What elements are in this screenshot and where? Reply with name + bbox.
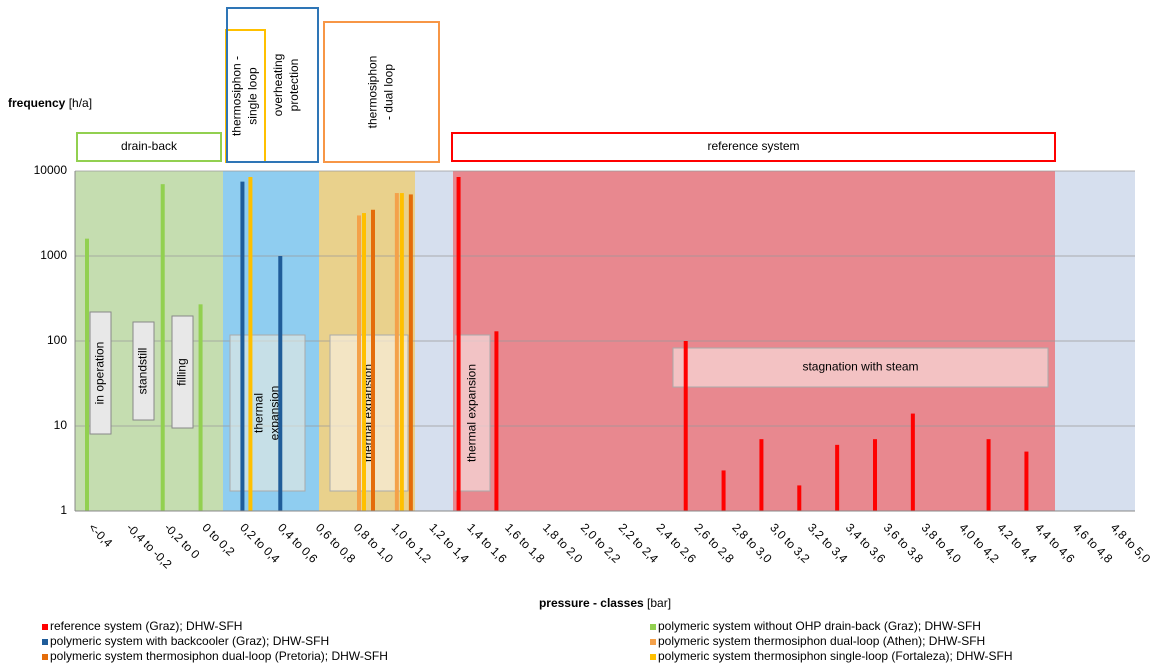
annotation-box <box>132 321 155 421</box>
annotation-box <box>76 132 222 162</box>
bar <box>408 194 413 511</box>
legend-swatch <box>42 654 48 660</box>
x-tick-label: 1,0 to 1,2 <box>389 520 435 566</box>
x-tick-label: 0,4 to 0,6 <box>275 520 321 566</box>
annotation-text: expansion <box>268 386 282 441</box>
legend-swatch <box>42 639 48 645</box>
bar <box>362 213 366 511</box>
bar <box>160 184 165 511</box>
bar <box>240 181 245 511</box>
annotation-box <box>89 311 112 435</box>
bar <box>85 238 89 512</box>
legend-label: polymeric system with backcooler (Graz);… <box>50 634 329 648</box>
y-tick-label: 100 <box>47 333 67 347</box>
annotations: drain-back thermosiphon - single loop overh… <box>76 7 1056 492</box>
bar <box>371 209 375 511</box>
legend-swatch <box>650 639 656 645</box>
bar <box>759 439 764 511</box>
annotation-text: thermosiphon - <box>230 56 244 136</box>
x-tick-label: 0 to 0,2 <box>199 520 237 558</box>
bar <box>797 485 802 511</box>
annotation-text: overheating <box>271 54 285 117</box>
bar <box>394 193 399 512</box>
y-tick-label: 1000 <box>40 248 67 262</box>
x-tick-label: 2,0 to 2,2 <box>578 520 624 566</box>
legend-swatch <box>650 624 656 630</box>
x-tick-label: 2,8 to 3,0 <box>729 520 775 566</box>
y-tick-label: 10 <box>54 418 68 432</box>
annotation-text: thermal <box>252 393 266 433</box>
legend-swatch <box>42 624 48 630</box>
annotation-box <box>672 347 1049 388</box>
legend-label: polymeric system thermosiphon dual-loop … <box>50 649 388 663</box>
annotation-text: single loop <box>246 67 260 125</box>
x-tick-label: 0,6 to 0,8 <box>313 520 359 566</box>
x-tick-label: 0,8 to 1,0 <box>351 520 397 566</box>
bar <box>248 176 253 511</box>
annotation-text: reference system <box>707 139 799 153</box>
annotation-text: filling <box>175 358 189 385</box>
x-tick-label: 1,4 to 1,6 <box>464 520 510 566</box>
bar <box>910 413 915 511</box>
annotation-text: protection <box>287 59 301 112</box>
annotation-box <box>226 7 319 163</box>
y-tick-label: 10000 <box>34 163 68 177</box>
bar <box>357 215 361 511</box>
annotation-box <box>171 315 194 429</box>
x-tick-label: 4,4 to 4,6 <box>1032 520 1078 566</box>
bar <box>456 176 461 511</box>
bar <box>399 193 404 512</box>
bar <box>986 439 991 511</box>
legend-label: polymeric system thermosiphon dual-loop … <box>658 634 985 648</box>
annotation-text: in operation <box>93 342 107 405</box>
annotation-text: drain-back <box>121 139 178 153</box>
legend-swatch <box>650 654 656 660</box>
bar <box>835 444 840 511</box>
x-tick-label: 2,2 to 2,4 <box>616 520 662 566</box>
legend-label: polymeric system without OHP drain-back … <box>658 619 981 633</box>
bar <box>873 439 877 511</box>
y-tick-label: 1 <box>60 503 67 517</box>
x-tick-label: 2,6 to 2,8 <box>691 520 737 566</box>
x-tick-label: 3,8 to 4,0 <box>919 520 965 566</box>
x-tick-label: 3,4 to 3,6 <box>843 520 889 566</box>
x-tick-label: 1,6 to 1,8 <box>502 520 548 566</box>
legend-label: polymeric system thermosiphon single-loo… <box>658 649 1013 663</box>
x-tick-label: <-0,4 <box>86 520 116 550</box>
x-tick-label: 4,0 to 4,2 <box>956 520 1002 566</box>
x-tick-label: 3,2 to 3,4 <box>805 520 851 566</box>
bar <box>198 304 203 511</box>
bar <box>683 341 688 511</box>
x-tick-label: 0,2 to 0,4 <box>237 520 283 566</box>
legend-label: reference system (Graz); DHW-SFH <box>50 619 242 633</box>
annotation-text: thermosiphon <box>366 56 380 129</box>
annotation-box <box>454 334 491 492</box>
annotation-box <box>323 21 440 163</box>
annotation-text: standstill <box>136 348 150 395</box>
y-axis-label: frequency [h/a] <box>8 96 92 110</box>
bar <box>278 256 283 511</box>
annotation-text: stagnation with steam <box>802 360 918 374</box>
bar <box>494 331 499 511</box>
x-tick-label: 4,2 to 4,4 <box>994 520 1040 566</box>
x-tick-label: 2,4 to 2,6 <box>654 520 700 566</box>
annotation-box <box>451 132 1056 162</box>
x-tick-label: 1,2 to 1,4 <box>426 520 472 566</box>
bar <box>721 470 726 511</box>
annotation-text: thermal expansion <box>465 364 479 462</box>
x-tick-label: 1,8 to 2,0 <box>540 520 586 566</box>
x-tick-label: 3,0 to 3,2 <box>767 520 813 566</box>
x-tick-label: 4,8 to 5,0 <box>1108 520 1154 566</box>
x-tick-label: 3,6 to 3,8 <box>881 520 927 566</box>
x-tick-label: 4,6 to 4,8 <box>1070 520 1116 566</box>
x-axis-label: pressure - classes [bar] <box>539 596 671 610</box>
annotation-text: - dual loop <box>382 64 396 120</box>
bar <box>1024 451 1029 511</box>
